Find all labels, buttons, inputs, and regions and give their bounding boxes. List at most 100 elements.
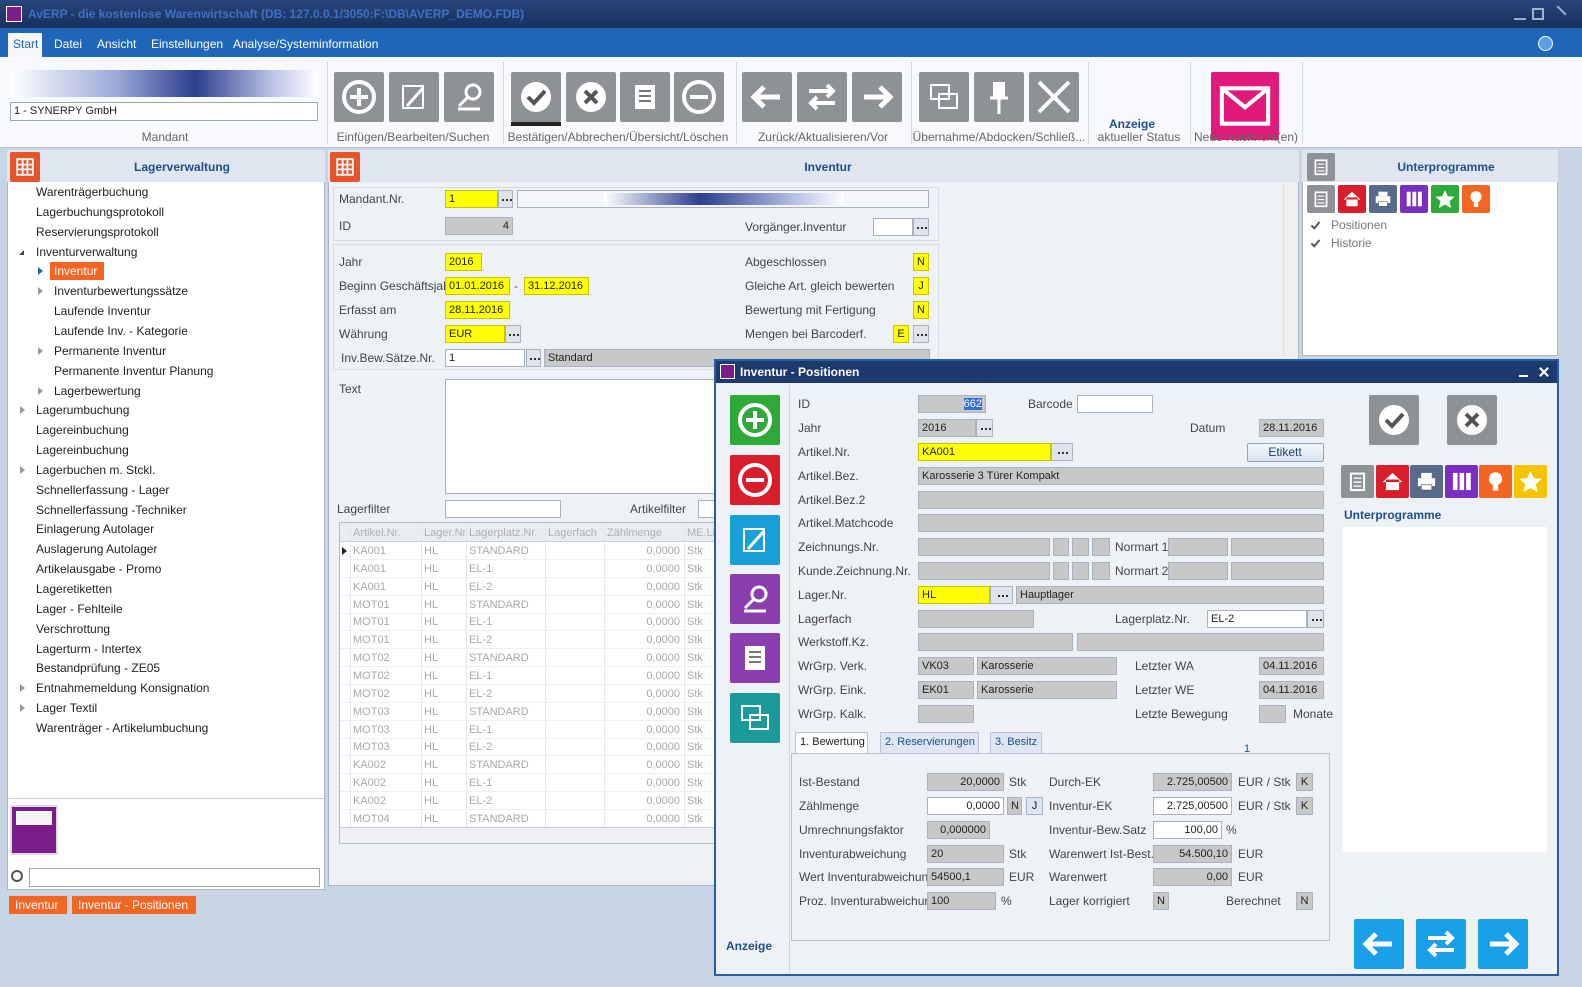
tree-item[interactable]: Lagerturm - Intertex xyxy=(36,641,142,656)
input-field[interactable]: EL-2 xyxy=(1207,610,1307,628)
ribbon-button[interactable] xyxy=(620,72,670,122)
confirm-button[interactable] xyxy=(1369,395,1419,445)
menu-item[interactable]: Ansicht xyxy=(97,37,137,51)
tree-item[interactable]: Lageretiketten xyxy=(36,582,113,596)
tree-item[interactable]: Warenträger - Artikelumbuchung xyxy=(36,720,209,735)
tree-item[interactable]: Lagerbuchen m. Stckl. xyxy=(36,462,156,477)
input-field[interactable]: 31.12.2016 xyxy=(524,277,589,295)
sub-item[interactable]: Positionen xyxy=(1331,218,1388,232)
tree-item[interactable]: Verschrottung xyxy=(36,621,111,636)
status-tab-label[interactable]: Inventur xyxy=(15,898,59,912)
sub-button[interactable] xyxy=(1369,185,1397,213)
ribbon-button[interactable] xyxy=(852,72,902,122)
status-tab[interactable] xyxy=(72,896,196,914)
dialog-tool-button[interactable] xyxy=(730,693,780,743)
input-field[interactable]: 0,0000 xyxy=(927,797,1004,815)
sub-button[interactable] xyxy=(1431,185,1459,213)
tab-label[interactable]: 1. Bewertung xyxy=(800,736,865,748)
lookup-button[interactable] xyxy=(505,325,521,343)
ribbon-button[interactable] xyxy=(566,72,616,122)
ribbon-button[interactable] xyxy=(444,72,494,122)
sub-button[interactable] xyxy=(1341,465,1374,498)
input-field[interactable]: 28.11.2016 xyxy=(445,301,510,319)
tree-item[interactable]: Lagereinbuchung xyxy=(36,443,129,458)
text-area[interactable] xyxy=(445,379,721,494)
menu-item[interactable]: Datei xyxy=(54,37,83,51)
tree-item[interactable]: Lager - Fehlteile xyxy=(36,601,123,616)
input-field[interactable]: EUR xyxy=(445,325,505,343)
menu-item[interactable]: Start xyxy=(13,37,39,51)
ribbon-button[interactable] xyxy=(1029,72,1079,122)
sub-button[interactable] xyxy=(1338,185,1366,213)
message-button[interactable] xyxy=(1211,72,1279,140)
ribbon-button[interactable] xyxy=(919,72,969,122)
tree-item[interactable]: Inventurverwaltung xyxy=(36,244,138,259)
window-control[interactable] xyxy=(1532,8,1544,20)
tree-item[interactable]: Inventur xyxy=(54,264,98,279)
dialog-tool-button[interactable] xyxy=(730,574,780,624)
window-control[interactable] xyxy=(1514,8,1526,20)
tree-item[interactable]: Lagereinbuchung xyxy=(36,423,129,438)
tree-item[interactable]: Laufende Inv. - Kategorie xyxy=(54,323,188,338)
status-tab-label[interactable]: Inventur - Positionen xyxy=(78,898,189,912)
lookup-button[interactable] xyxy=(498,190,513,208)
tree-item[interactable]: Warenträgerbuchung xyxy=(36,185,149,199)
input-field[interactable]: J xyxy=(1026,797,1043,815)
sub-button[interactable] xyxy=(1307,185,1335,213)
mandant-dropdown[interactable] xyxy=(10,102,318,121)
tree-item[interactable]: Reservierungsprotokoll xyxy=(36,224,159,239)
tree-item[interactable]: Lager Textil xyxy=(36,701,98,716)
input-field[interactable]: N xyxy=(913,301,929,319)
input-field[interactable]: 2016 xyxy=(445,253,482,271)
sub-button[interactable] xyxy=(1513,465,1547,498)
lookup-button[interactable] xyxy=(526,349,541,367)
tree-item[interactable]: Entnahmemeldung Konsignation xyxy=(36,681,210,696)
input-field[interactable]: N xyxy=(913,253,929,271)
menu-item[interactable]: Analyse/Systeminformation xyxy=(233,37,379,51)
menu-item[interactable]: Einstellungen xyxy=(151,37,224,51)
input-field[interactable] xyxy=(445,500,561,518)
tab-label[interactable]: 3. Besitz xyxy=(995,736,1038,748)
tab-label[interactable]: 2. Reservierungen xyxy=(885,736,975,748)
lookup-button[interactable] xyxy=(1051,443,1073,461)
input-field[interactable] xyxy=(1077,395,1153,413)
input-field[interactable]: 1 xyxy=(445,190,498,208)
tree-item[interactable]: Laufende Inventur xyxy=(54,304,151,319)
lookup-button[interactable] xyxy=(913,218,929,236)
tree-item[interactable]: Lagerumbuchung xyxy=(36,403,130,418)
tree-item[interactable]: Artikelausgabe - Promo xyxy=(36,562,162,577)
tree-item[interactable]: Lagerbewertung xyxy=(54,383,141,398)
lookup-button[interactable] xyxy=(976,419,993,437)
input-field[interactable]: 01.01.2016 xyxy=(445,277,510,295)
tree-item[interactable]: Einlagerung Autolager xyxy=(36,522,155,537)
input-field[interactable]: 2.725,00500 xyxy=(1153,797,1232,815)
sub-button[interactable] xyxy=(1410,465,1443,498)
lookup-button[interactable] xyxy=(1307,610,1324,628)
sub-button[interactable] xyxy=(1479,465,1512,498)
tree-item[interactable]: Bestandprüfung - ZE05 xyxy=(36,661,161,676)
tree-item[interactable]: Lagerbuchungsprotokoll xyxy=(36,204,165,219)
input-field[interactable]: 100,00 xyxy=(1153,821,1222,839)
etikett-label[interactable]: Etikett xyxy=(1268,445,1302,459)
ribbon-button[interactable] xyxy=(797,72,847,122)
input-field[interactable]: J xyxy=(913,277,929,295)
input-field[interactable]: HL xyxy=(918,586,990,604)
sub-button[interactable] xyxy=(1375,465,1409,498)
lookup-button[interactable] xyxy=(913,325,929,343)
sub-button[interactable] xyxy=(1444,465,1478,498)
tab[interactable] xyxy=(795,732,868,754)
input-field[interactable]: E xyxy=(893,325,909,343)
ribbon-button[interactable] xyxy=(742,72,792,122)
sub-button[interactable] xyxy=(1462,185,1490,213)
nav-button[interactable] xyxy=(1478,919,1528,969)
dialog-tool-button[interactable] xyxy=(730,633,780,683)
etikett-button[interactable] xyxy=(1247,443,1324,462)
dialog-tool-button[interactable] xyxy=(730,455,780,505)
sub-item[interactable]: Historie xyxy=(1331,236,1372,250)
input-field[interactable] xyxy=(873,218,913,236)
ribbon-button[interactable] xyxy=(511,72,561,122)
dialog-minimize[interactable] xyxy=(1519,368,1528,377)
dialog-tool-button[interactable] xyxy=(730,395,780,445)
tree-item[interactable]: Inventurbewertungssätze xyxy=(54,284,189,299)
input-field[interactable]: KA001 xyxy=(918,443,1051,461)
